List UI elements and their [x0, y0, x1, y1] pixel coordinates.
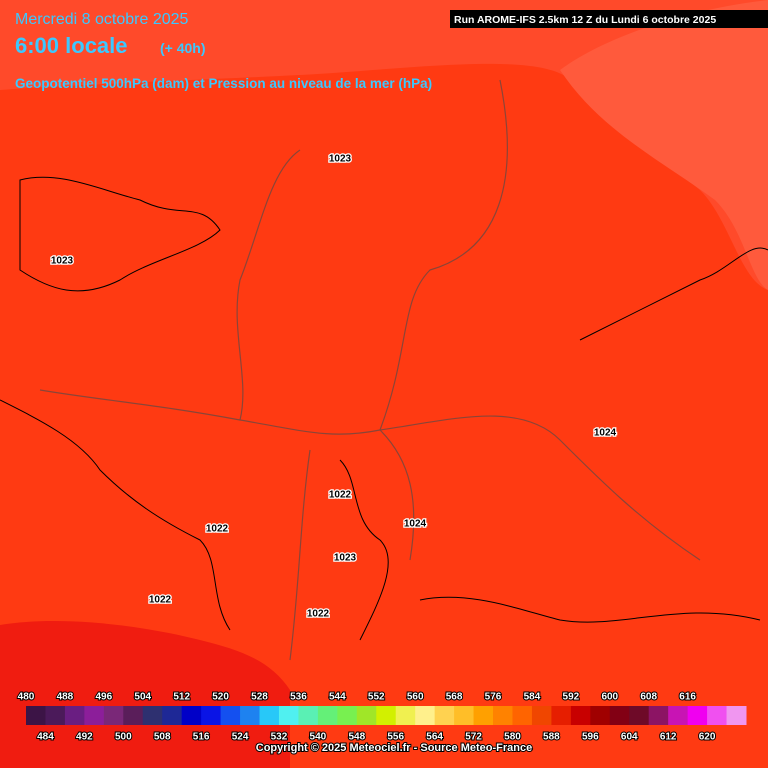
colorbar-label: 520: [212, 692, 229, 703]
colorbar-label: 504: [134, 692, 151, 703]
colorbar-swatch: [454, 706, 475, 725]
colorbar-label: 576: [485, 692, 502, 703]
colorbar-label: 568: [446, 692, 463, 703]
colorbar-label: 524: [232, 732, 249, 743]
colorbar-swatch: [278, 706, 299, 725]
run-box: [450, 10, 768, 28]
colorbar-swatch: [551, 706, 572, 725]
colorbar-label: 564: [426, 732, 443, 743]
colorbar-swatch: [687, 706, 708, 725]
colorbar-label: 508: [154, 732, 171, 743]
colorbar-label: 572: [465, 732, 482, 743]
colorbar-swatch: [123, 706, 144, 725]
colorbar-swatch: [590, 706, 611, 725]
coastlines: [0, 176, 768, 641]
pressure-label: 1024: [594, 428, 617, 439]
pressure-label: 1022: [149, 595, 172, 606]
date: Mercredi 8 octobre 2025: [15, 11, 189, 28]
colorbar-swatch: [240, 706, 261, 725]
colorbar-label: 592: [563, 692, 580, 703]
colorbar-label: 612: [660, 732, 677, 743]
colorbar-label: 544: [329, 692, 346, 703]
colorbar-swatch: [726, 706, 747, 725]
colorbar: 480 488 496 504 512 520 528 536 544 552 560 568 576 5…: [17, 691, 747, 744]
run-info: Run AROME-IFS 2.5km 12 Z du Lundi 6 octo…: [454, 14, 716, 26]
colorbar-swatch: [84, 706, 105, 725]
colorbar-label: 540: [310, 732, 327, 743]
colorbar-label: 532: [271, 732, 288, 743]
colorbar-label: 536: [290, 692, 307, 703]
colorbar-swatch: [64, 706, 85, 725]
colorbar-label: 600: [601, 692, 618, 703]
time: 6:00 locale: [15, 33, 128, 58]
colorbar-swatch: [103, 706, 124, 725]
colorbar-swatch: [356, 706, 377, 725]
colorbar-swatch: [26, 706, 46, 725]
colorbar-swatch: [512, 706, 533, 725]
colorbar-label: 528: [251, 692, 268, 703]
pressure-label: 1023: [329, 154, 352, 165]
colorbar-swatch: [181, 706, 202, 725]
colorbar-label: 616: [679, 692, 696, 703]
pressure-label: 1024: [404, 519, 427, 530]
lead-time: (+ 40h): [160, 40, 206, 56]
colorbar-swatch: [337, 706, 358, 725]
pressure-label: 1023: [51, 256, 74, 267]
colorbar-swatch: [609, 706, 630, 725]
colorbar-label: 516: [193, 732, 210, 743]
colorbar-swatch: [668, 706, 689, 725]
colorbar-label: 512: [173, 692, 190, 703]
colorbar-label: 580: [504, 732, 521, 743]
colorbar-label: 588: [543, 732, 560, 743]
colorbar-swatch: [707, 706, 728, 725]
colorbar-label: 480: [18, 692, 35, 703]
colorbar-label: 596: [582, 732, 599, 743]
colorbar-label: 556: [387, 732, 404, 743]
colorbar-swatch: [570, 706, 591, 725]
colorbar-swatch: [376, 706, 397, 725]
colorbar-label: 604: [621, 732, 638, 743]
colorbar-label: 492: [76, 732, 93, 743]
colorbar-swatch: [415, 706, 436, 725]
colorbar-label: 560: [407, 692, 424, 703]
colorbar-swatch: [259, 706, 280, 725]
colorbar-swatch: [648, 706, 669, 725]
colorbar-swatch: [493, 706, 513, 725]
colorbar-label: 500: [115, 732, 132, 743]
colorbar-swatch: [220, 706, 241, 725]
pressure-label: 1022: [206, 524, 229, 535]
field-zone: [560, 0, 768, 290]
subtitle: Geopotentiel 500hPa (dam) et Pression au…: [15, 76, 432, 91]
colorbar-swatch: [142, 706, 163, 725]
colorbar-label: 496: [95, 692, 112, 703]
colorbar-label: 548: [348, 732, 365, 743]
colorbar-swatch: [434, 706, 455, 725]
colorbar-label: 552: [368, 692, 385, 703]
copyright: Copyright © 2025 Meteociel.fr - Source M…: [256, 742, 532, 754]
pressure-label: 1023: [334, 553, 357, 564]
pressure-label: 1022: [307, 609, 330, 620]
colorbar-swatch: [201, 706, 222, 725]
colorbar-label: 484: [37, 732, 54, 743]
colorbar-swatch: [473, 706, 494, 725]
borders: [39, 79, 701, 661]
colorbar-swatch: [298, 706, 319, 725]
colorbar-swatch: [317, 706, 338, 725]
colorbar-swatch: [395, 706, 416, 725]
colorbar-swatch: [629, 706, 650, 725]
colorbar-swatch: [531, 706, 552, 725]
colorbar-label: 620: [699, 732, 716, 743]
colorbar-label: 488: [57, 692, 74, 703]
colorbar-swatch: [162, 706, 183, 725]
colorbar-swatch: [45, 706, 66, 725]
colorbar-label: 608: [640, 692, 657, 703]
field-zone: [0, 620, 290, 768]
pressure-label: 1022: [329, 490, 352, 501]
colorbar-label: 584: [524, 692, 541, 703]
